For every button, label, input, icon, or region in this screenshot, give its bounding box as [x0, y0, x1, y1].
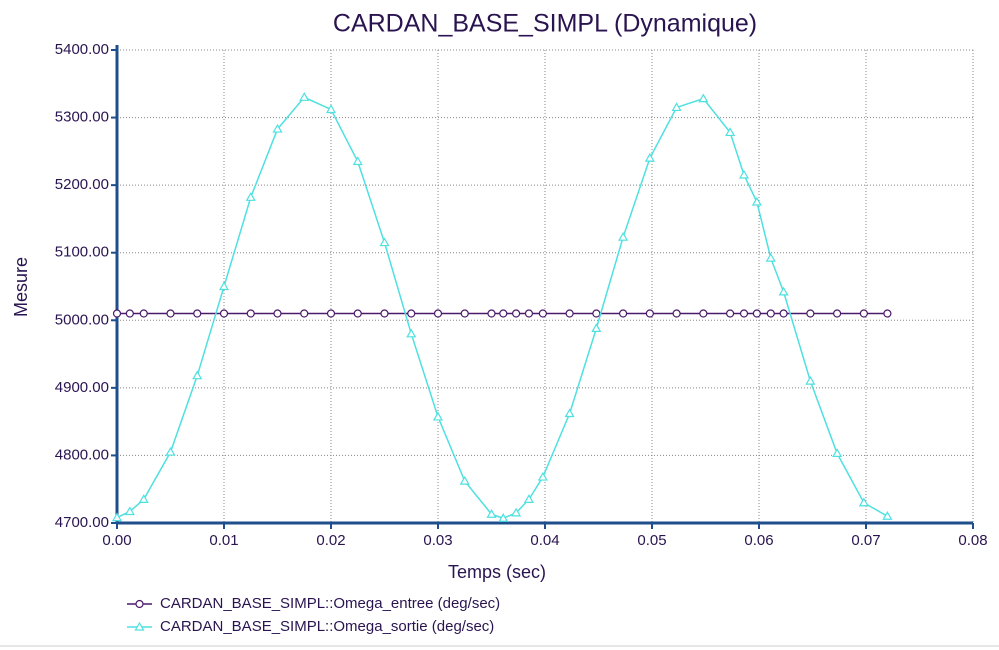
marker: [299, 92, 310, 101]
marker: [499, 309, 508, 318]
x-tick-label: 0.05: [637, 532, 666, 549]
marker: [859, 309, 868, 318]
legend-label: CARDAN_BASE_SIMPL::Omega_entree (deg/sec…: [160, 595, 500, 612]
x-axis-label: Temps (sec): [448, 562, 546, 582]
marker: [407, 309, 416, 318]
marker: [460, 309, 469, 318]
marker: [858, 497, 869, 507]
marker: [739, 309, 749, 318]
marker: [112, 309, 122, 318]
legend-marker: [134, 621, 145, 631]
marker: [219, 309, 229, 318]
marker: [353, 309, 362, 318]
marker: [765, 252, 776, 262]
marker: [644, 152, 655, 162]
x-tick-label: 0.01: [209, 532, 238, 549]
marker: [486, 509, 497, 518]
marker: [538, 309, 547, 318]
marker: [406, 328, 417, 338]
marker: [564, 408, 575, 418]
x-tick-label: 0.08: [958, 532, 987, 549]
x-tick-label: 0.03: [423, 532, 452, 549]
x-tick-label: 0.00: [102, 532, 131, 549]
marker: [619, 309, 628, 318]
marker: [778, 286, 789, 296]
marker: [699, 309, 708, 318]
marker: [325, 104, 337, 114]
marker: [833, 309, 842, 318]
marker: [883, 309, 892, 318]
marker: [272, 123, 283, 133]
marker: [245, 192, 256, 201]
marker: [537, 471, 548, 481]
marker: [192, 370, 203, 380]
marker: [725, 127, 736, 137]
marker: [273, 309, 282, 318]
marker: [592, 309, 601, 318]
y-tick-label: 5000.00: [55, 311, 109, 328]
marker: [779, 309, 788, 318]
legend-label: CARDAN_BASE_SIMPL::Omega_sortie (deg/sec…: [160, 618, 494, 635]
marker: [766, 309, 775, 318]
marker: [246, 309, 255, 318]
marker: [124, 506, 135, 516]
y-tick-label: 4900.00: [55, 379, 109, 396]
marker: [511, 507, 522, 517]
marker: [380, 309, 389, 318]
y-tick-label: 4700.00: [55, 514, 109, 531]
marker: [671, 102, 682, 112]
marker: [326, 309, 336, 318]
marker: [300, 309, 309, 318]
y-tick-label: 5300.00: [55, 109, 109, 126]
marker: [138, 494, 149, 503]
marker: [165, 446, 176, 456]
marker: [565, 309, 574, 318]
marker: [524, 309, 534, 318]
y-tick-label: 5400.00: [55, 41, 109, 58]
y-tick-label: 5200.00: [55, 176, 109, 193]
marker: [805, 375, 816, 385]
marker: [751, 196, 762, 206]
y-tick-label: 4800.00: [55, 446, 109, 463]
marker: [139, 309, 148, 318]
marker: [618, 231, 629, 241]
marker: [672, 309, 681, 318]
marker: [432, 411, 444, 421]
marker: [645, 309, 654, 318]
y-tick-label: 5100.00: [55, 244, 109, 261]
x-tick-label: 0.04: [530, 532, 559, 549]
marker: [498, 513, 509, 522]
legend-marker: [135, 599, 144, 609]
marker: [806, 309, 815, 318]
marker: [487, 309, 496, 318]
marker: [752, 309, 761, 318]
chart-title: CARDAN_BASE_SIMPL (Dynamique): [333, 10, 757, 38]
marker: [738, 169, 750, 179]
marker: [832, 448, 843, 458]
x-tick-label: 0.07: [851, 532, 880, 549]
marker: [111, 512, 123, 522]
x-tick-label: 0.02: [316, 532, 345, 549]
marker: [698, 93, 709, 103]
marker: [523, 494, 534, 503]
marker: [193, 309, 202, 318]
marker: [591, 323, 602, 332]
marker: [882, 511, 893, 520]
marker: [352, 156, 363, 166]
marker: [166, 309, 175, 318]
marker: [433, 309, 443, 318]
marker: [512, 309, 521, 318]
marker: [379, 237, 390, 247]
marker: [459, 475, 470, 485]
marker: [125, 309, 134, 318]
marker: [726, 309, 735, 318]
x-tick-label: 0.06: [744, 532, 773, 549]
marker: [218, 281, 230, 291]
y-axis-label: Mesure: [11, 257, 31, 317]
